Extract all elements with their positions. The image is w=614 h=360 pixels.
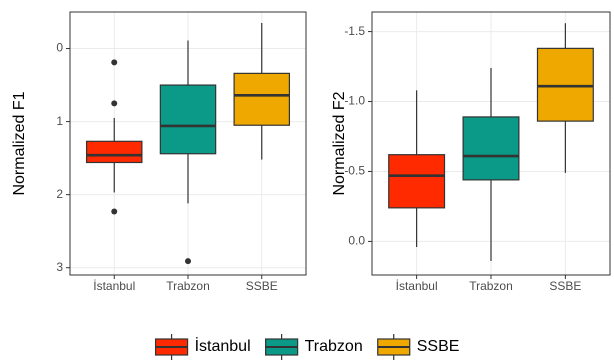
legend-label: SSBE bbox=[417, 338, 460, 355]
outlier bbox=[111, 100, 118, 107]
legend-label: Trabzon bbox=[305, 338, 363, 355]
x-tick-label: Trabzon bbox=[469, 279, 513, 293]
y-tick-label: 2 bbox=[56, 187, 63, 201]
outlier bbox=[185, 258, 191, 265]
outlier bbox=[111, 208, 118, 215]
x-tick-label: Trabzon bbox=[166, 279, 210, 293]
y-tick-label: -1.5 bbox=[344, 24, 365, 38]
box bbox=[388, 154, 446, 209]
y-tick-label: 3 bbox=[56, 260, 63, 274]
box bbox=[85, 140, 143, 164]
x-tick-label: SSBE bbox=[246, 279, 278, 293]
box bbox=[159, 84, 217, 155]
box bbox=[462, 116, 520, 181]
y-tick-label: -1.0 bbox=[344, 94, 365, 108]
box bbox=[233, 72, 291, 126]
x-tick-label: SSBE bbox=[549, 279, 581, 293]
y-tick-label: 0 bbox=[56, 41, 63, 55]
y-tick-label: 1 bbox=[56, 114, 63, 128]
box bbox=[536, 47, 594, 122]
legend-label: İstanbul bbox=[195, 336, 251, 355]
panel-border bbox=[69, 11, 307, 276]
x-tick-label: İstanbul bbox=[396, 279, 438, 293]
y-axis-title: Normalized F2 bbox=[331, 91, 348, 195]
y-tick-label: 0.0 bbox=[348, 234, 365, 248]
panel-border bbox=[371, 11, 611, 276]
y-tick-label: -0.5 bbox=[344, 164, 365, 178]
x-tick-label: İstanbul bbox=[93, 279, 135, 293]
y-axis-title: Normalized F1 bbox=[11, 91, 28, 195]
outlier bbox=[111, 59, 118, 66]
